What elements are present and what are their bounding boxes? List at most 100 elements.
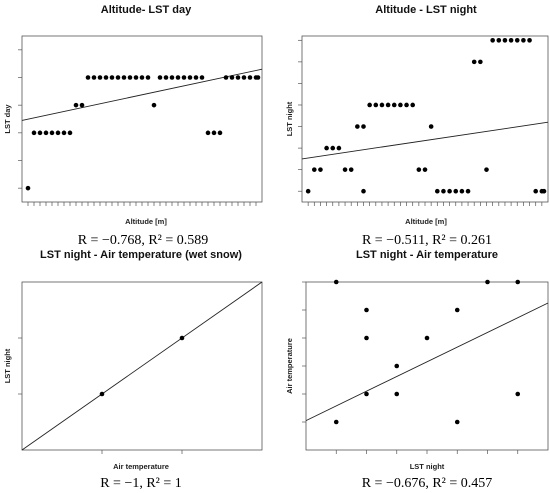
data-point: [373, 102, 379, 108]
regression-line: [301, 121, 549, 160]
data-point: [305, 188, 311, 194]
data-point: [43, 130, 49, 136]
axis-ticks: [298, 39, 543, 206]
data-point: [484, 167, 489, 172]
data-point: [31, 130, 37, 136]
data-point: [199, 75, 205, 80]
data-point: [127, 75, 133, 80]
data-point: [441, 188, 446, 194]
correlation-statistic: R = −1, R² = 1: [100, 476, 182, 491]
data-points: [333, 279, 521, 425]
data-point: [541, 188, 547, 194]
data-points: [25, 75, 261, 191]
data-point: [181, 75, 187, 80]
data-point: [465, 188, 471, 194]
x-axis-label: Air temperature: [113, 462, 169, 471]
correlation-statistic: R = −0.511, R² = 0.261: [362, 233, 492, 248]
data-point: [187, 75, 193, 80]
data-point: [139, 75, 145, 80]
data-point: [217, 130, 223, 136]
data-point: [391, 102, 397, 108]
data-point: [91, 75, 97, 80]
data-point: [410, 102, 416, 108]
data-point: [416, 167, 422, 172]
data-point: [318, 167, 323, 172]
chart-title: Altitude - LST night: [375, 4, 477, 16]
regression-line: [305, 302, 549, 422]
data-point: [103, 75, 109, 80]
axis-ticks: [18, 337, 183, 454]
data-point: [471, 59, 477, 65]
correlation-statistic: R = −0.768, R² = 0.589: [78, 233, 209, 248]
data-point: [79, 102, 85, 108]
data-point: [502, 38, 508, 43]
data-point: [157, 75, 163, 80]
chart-title: LST night - Air temperature (wet snow): [40, 249, 242, 261]
data-point: [515, 279, 521, 285]
correlation-statistic: R = −0.676, R² = 0.457: [362, 476, 493, 491]
data-point: [133, 75, 139, 80]
data-point: [348, 167, 354, 172]
data-point: [241, 75, 247, 80]
data-point: [496, 38, 502, 43]
data-point: [514, 38, 520, 43]
data-point: [422, 167, 428, 172]
data-point: [163, 75, 169, 80]
data-point: [255, 75, 261, 80]
data-point: [508, 38, 514, 43]
data-point: [312, 167, 317, 172]
data-point: [235, 75, 241, 80]
chart-panel-wet-snow: LST night - Air temperature (wet snow) A…: [3, 249, 263, 491]
data-point: [447, 188, 452, 194]
data-point: [109, 75, 115, 80]
x-axis-label: Altitude [m]: [405, 217, 447, 226]
data-points: [305, 38, 547, 194]
chart-panel-altitude-lst-day: Altitude- LST day Altitude [m] LST day R…: [3, 4, 263, 248]
data-point: [37, 130, 43, 136]
data-point: [454, 307, 460, 313]
data-point: [515, 391, 521, 397]
data-point: [333, 419, 339, 425]
data-point: [364, 307, 369, 313]
data-point: [453, 188, 459, 194]
data-point: [55, 130, 61, 136]
data-point: [25, 185, 31, 191]
data-point: [169, 75, 175, 80]
data-point: [151, 102, 157, 108]
data-point: [97, 75, 103, 80]
data-point: [223, 75, 229, 80]
data-point: [355, 124, 360, 129]
data-point: [330, 145, 336, 151]
data-point: [394, 391, 400, 397]
data-point: [121, 75, 127, 80]
data-point: [229, 75, 235, 80]
x-axis-label: LST night: [410, 462, 445, 471]
chart-panel-lst-night-air-temperature: LST night - Air temperature LST night Ai…: [285, 249, 549, 491]
data-point: [521, 38, 526, 43]
data-point: [459, 188, 465, 194]
axis-ticks: [18, 49, 257, 206]
data-point: [85, 75, 91, 80]
data-point: [385, 102, 391, 108]
data-point: [324, 145, 329, 151]
y-axis-label: Air temperature: [285, 338, 294, 394]
data-point: [61, 130, 67, 136]
data-point: [361, 124, 366, 129]
data-point: [73, 102, 79, 108]
y-axis-label: LST day: [3, 104, 12, 134]
data-point: [428, 124, 434, 129]
data-point: [211, 130, 217, 136]
data-point: [67, 130, 73, 136]
y-axis-label: LST night: [285, 101, 294, 136]
data-point: [145, 75, 151, 80]
data-point: [367, 102, 372, 108]
chart-title: LST night - Air temperature: [356, 249, 498, 261]
y-axis-label: LST night: [3, 348, 12, 383]
data-point: [394, 363, 400, 369]
data-point: [364, 335, 369, 341]
data-point: [424, 335, 430, 341]
data-point: [342, 167, 348, 172]
data-points: [99, 335, 185, 397]
data-point: [179, 335, 185, 341]
